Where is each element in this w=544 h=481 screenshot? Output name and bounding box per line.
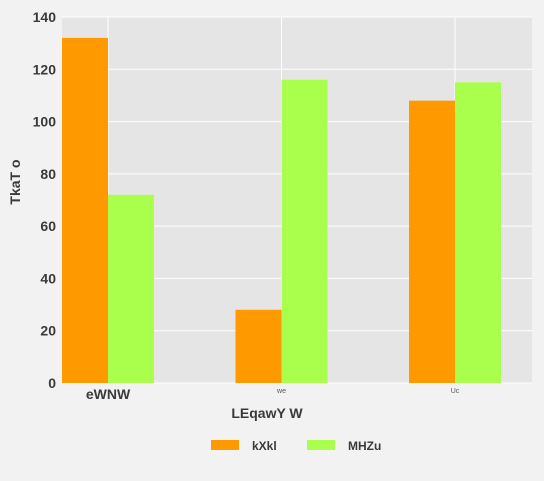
y-tick-label: 40 [40, 270, 56, 286]
bar-MHZu-Uc [455, 82, 501, 383]
y-tick-label: 120 [33, 61, 57, 77]
legend-swatch [211, 440, 239, 450]
x-tick-label: Uc [451, 388, 460, 395]
x-axis-title: LEqawY W [231, 405, 303, 421]
legend-label: kXkl [252, 439, 277, 453]
y-tick-label: 140 [33, 9, 57, 25]
bar-kXkl-we [235, 309, 282, 383]
y-tick-label: 0 [48, 375, 56, 391]
x-tick-label: we [276, 388, 286, 395]
legend-swatch [307, 440, 335, 450]
bar-MHZu-we [281, 79, 328, 383]
x-axis-ticks: eWNW we Uc [86, 386, 460, 402]
y-tick-label: 100 [33, 114, 57, 130]
bar-kXkl-Uc [409, 100, 455, 384]
x-tick-label: eWNW [86, 386, 131, 402]
bars [62, 37, 501, 384]
legend-label: MHZu [348, 439, 381, 453]
y-tick-label: 80 [40, 166, 56, 182]
y-axis-ticks: 0 20 40 60 80 100 120 140 [33, 9, 57, 391]
legend: kXkl MHZu [211, 439, 381, 453]
bar-kXkl-eWNW [62, 37, 108, 384]
bar-MHZu-eWNW [108, 194, 154, 383]
y-tick-label: 20 [40, 323, 56, 339]
y-tick-label: 60 [40, 218, 56, 234]
y-axis-title: TkaT o [7, 159, 23, 204]
